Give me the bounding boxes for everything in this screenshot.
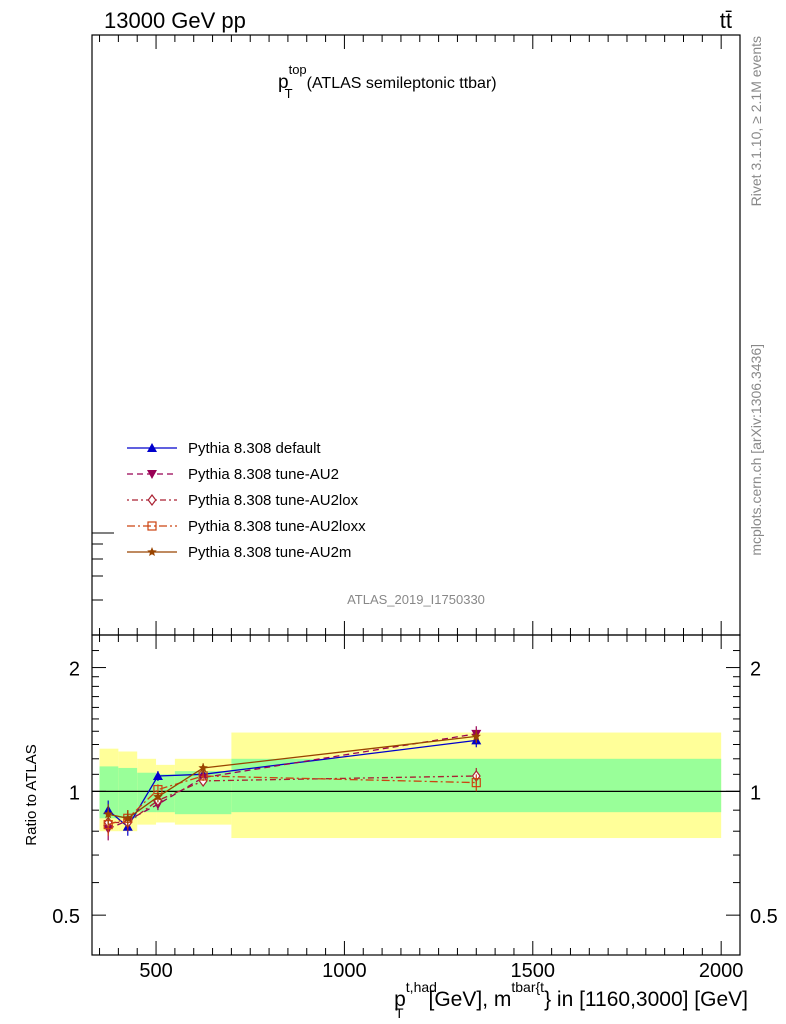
series-4 bbox=[103, 729, 481, 827]
data-point bbox=[471, 731, 481, 741]
legend-marker bbox=[147, 547, 157, 556]
legend-marker bbox=[147, 494, 157, 506]
y-tick-label-right: 1 bbox=[750, 782, 761, 804]
analysis-id: ATLAS_2019_I1750330 bbox=[347, 592, 485, 607]
data-point bbox=[153, 791, 163, 801]
data-point bbox=[198, 763, 208, 772]
legend-marker bbox=[147, 521, 157, 531]
data-point bbox=[103, 809, 113, 819]
stat-band-0 bbox=[99, 766, 119, 819]
mcplots-label: mcplots.cern.ch [arXiv:1306.3436] bbox=[748, 344, 764, 556]
x-tick-label: 2000 bbox=[699, 960, 744, 982]
stat-band-1 bbox=[118, 767, 138, 819]
x-ticks: 500 1000 1500 2000 bbox=[99, 35, 744, 982]
data-point bbox=[471, 778, 481, 788]
legend-label: Pythia 8.308 tune-AU2 bbox=[188, 466, 339, 483]
legend-entry-4: Pythia 8.308 tune-AU2m bbox=[127, 544, 351, 561]
x-label-sup1: t,had bbox=[406, 979, 437, 995]
y-tick-labels: 0.5 0.5 1 1 2 2 bbox=[52, 659, 778, 929]
x-label-p: p bbox=[394, 988, 406, 1011]
upper-y-ticks bbox=[92, 532, 114, 601]
y-tick-label-right: 2 bbox=[750, 659, 761, 681]
y-tick-label-left: 1 bbox=[69, 782, 80, 804]
x-label-sub1: T bbox=[395, 1005, 404, 1021]
rivet-label: Rivet 3.1.10, ≥ 2.1M events bbox=[748, 36, 764, 206]
legend-label: Pythia 8.308 tune-AU2loxx bbox=[188, 518, 366, 535]
legend-entry-2: Pythia 8.308 tune-AU2lox bbox=[127, 492, 359, 509]
legend-marker bbox=[147, 470, 157, 479]
legend-entry-3: Pythia 8.308 tune-AU2loxx bbox=[127, 518, 366, 535]
series-layer bbox=[103, 726, 482, 841]
x-axis-label: pt,had T [GeV], mtbar{t} in [1160,3000] [G… bbox=[394, 979, 748, 1021]
y-tick-label-right: 0.5 bbox=[750, 906, 778, 928]
x-label-mid: [GeV], m bbox=[429, 988, 512, 1011]
process-label: tt̄ bbox=[720, 8, 732, 33]
x-tick-label: 1000 bbox=[322, 960, 367, 982]
data-point bbox=[152, 770, 163, 780]
legend-marker bbox=[147, 443, 157, 452]
y-tick-label-left: 2 bbox=[69, 659, 80, 681]
x-tick-label: 500 bbox=[139, 960, 172, 982]
legend-label: Pythia 8.308 tune-AU2lox bbox=[188, 492, 359, 509]
plot-title-sub: T bbox=[285, 86, 293, 101]
x-tick-label: 1500 bbox=[511, 960, 556, 982]
ratio-ticks bbox=[92, 650, 740, 916]
plot-title-sup: top bbox=[289, 62, 307, 77]
plot-title-rest: (ATLAS semileptonic ttbar) bbox=[307, 75, 497, 92]
data-point bbox=[123, 813, 133, 823]
legend-entry-1: Pythia 8.308 tune-AU2 bbox=[127, 466, 339, 483]
x-label-sup2: tbar{t bbox=[511, 979, 544, 995]
ratio-panel-frame bbox=[91, 634, 741, 956]
energy-label: 13000 GeV pp bbox=[104, 8, 246, 33]
x-label-end: } in [1160,3000] [GeV] bbox=[544, 988, 748, 1011]
y-tick-label-left: 0.5 bbox=[52, 906, 80, 928]
legend-entry-0: Pythia 8.308 default bbox=[127, 440, 321, 457]
legend-label: Pythia 8.308 tune-AU2m bbox=[188, 544, 351, 561]
legend-label: Pythia 8.308 default bbox=[188, 440, 321, 457]
y-axis-label: Ratio to ATLAS bbox=[23, 744, 40, 845]
plot-title-p: p bbox=[278, 72, 289, 93]
legend: Pythia 8.308 default Pythia 8.308 tune-AU… bbox=[127, 440, 366, 561]
plot-title: ptop T (ATLAS semileptonic ttbar) bbox=[278, 62, 497, 101]
